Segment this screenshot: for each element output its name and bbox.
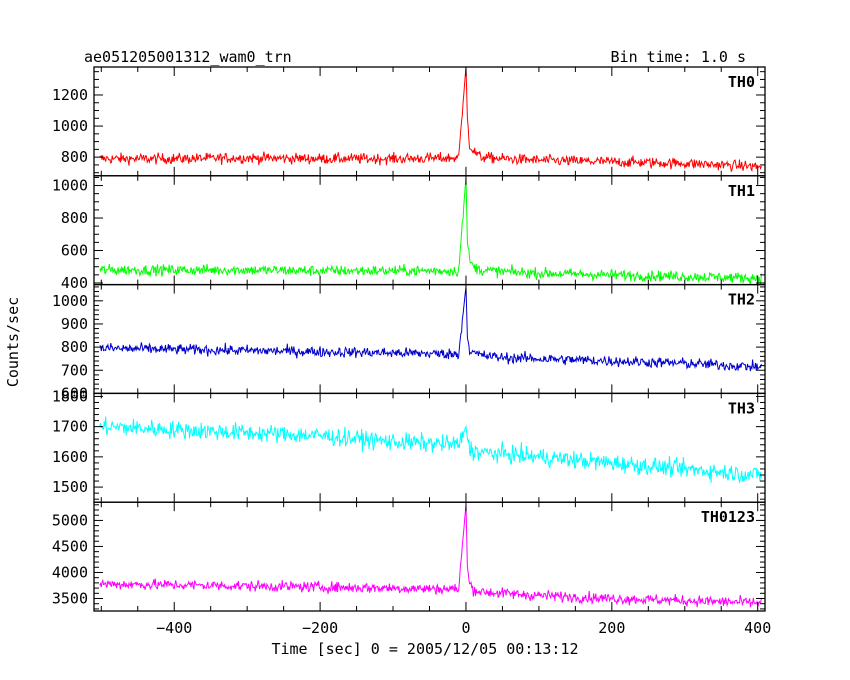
panel-frame bbox=[93, 175, 766, 286]
x-tick-label: 400 bbox=[744, 619, 771, 637]
series-line-th3 bbox=[99, 416, 762, 484]
y-tick-label: 4500 bbox=[52, 537, 88, 555]
y-tick-label: 900 bbox=[61, 315, 88, 333]
panel-label: TH3 bbox=[728, 399, 755, 417]
y-tick-label: 800 bbox=[61, 338, 88, 356]
panel-label: TH0 bbox=[728, 73, 755, 91]
y-tick-label: 3500 bbox=[52, 590, 88, 608]
y-tick-label: 700 bbox=[61, 361, 88, 379]
panels-group: 800 1000 1200 TH0 400 600 800 1000 TH1 600 700 800 9… bbox=[52, 66, 766, 612]
y-tick-label: 1600 bbox=[52, 448, 88, 466]
chart-title: ae051205001312_wam0_trn bbox=[84, 48, 292, 66]
y-tick-label: 4000 bbox=[52, 563, 88, 581]
y-tick-label: 800 bbox=[61, 209, 88, 227]
x-tick-label: 0 bbox=[461, 619, 470, 637]
series-line-th1 bbox=[99, 177, 762, 285]
panel-label: TH1 bbox=[728, 182, 755, 200]
panel-th1: 400 600 800 1000 TH1 bbox=[52, 175, 766, 292]
panel-th0: 800 1000 1200 TH0 bbox=[52, 66, 766, 177]
x-axis: −400 −200 0 200 400 bbox=[156, 619, 771, 637]
x-tick-label: −400 bbox=[156, 619, 192, 637]
y-tick-label: 600 bbox=[61, 241, 88, 259]
bin-time-label: Bin time: 1.0 s bbox=[611, 48, 746, 66]
y-tick-label: 1200 bbox=[52, 86, 88, 104]
y-tick-label: 1700 bbox=[52, 418, 88, 436]
panel-label: TH0123 bbox=[701, 508, 755, 526]
series-line-th0 bbox=[99, 67, 762, 173]
y-tick-label: 1000 bbox=[52, 117, 88, 135]
series-line-th2 bbox=[99, 286, 762, 372]
panel-th3: 1500 1600 1700 1800 TH3 bbox=[52, 387, 766, 503]
x-tick-label: 200 bbox=[598, 619, 625, 637]
panel-label: TH2 bbox=[728, 291, 755, 309]
y-tick-label: 1500 bbox=[52, 478, 88, 496]
panel-frame bbox=[93, 501, 766, 612]
y-tick-label: 600 bbox=[61, 384, 88, 402]
y-tick-label: 1000 bbox=[52, 292, 88, 310]
y-tick-label: 1800 bbox=[52, 387, 88, 405]
y-tick-label: 800 bbox=[61, 148, 88, 166]
panel-th2: 600 700 800 900 1000 TH2 bbox=[52, 283, 766, 402]
x-tick-label: −200 bbox=[302, 619, 338, 637]
y-tick-label: 1000 bbox=[52, 177, 88, 195]
panel-frame bbox=[93, 392, 766, 503]
x-axis-label: Time [sec] 0 = 2005/12/05 00:13:12 bbox=[271, 640, 578, 658]
panel-frame bbox=[93, 283, 766, 395]
y-axis-label: Counts/sec bbox=[4, 297, 22, 387]
y-tick-label: 400 bbox=[61, 274, 88, 292]
panel-th0123: 3500 4000 4500 5000 TH0123 bbox=[52, 501, 766, 612]
series-line-th0123 bbox=[99, 504, 762, 608]
y-tick-label: 5000 bbox=[52, 511, 88, 529]
